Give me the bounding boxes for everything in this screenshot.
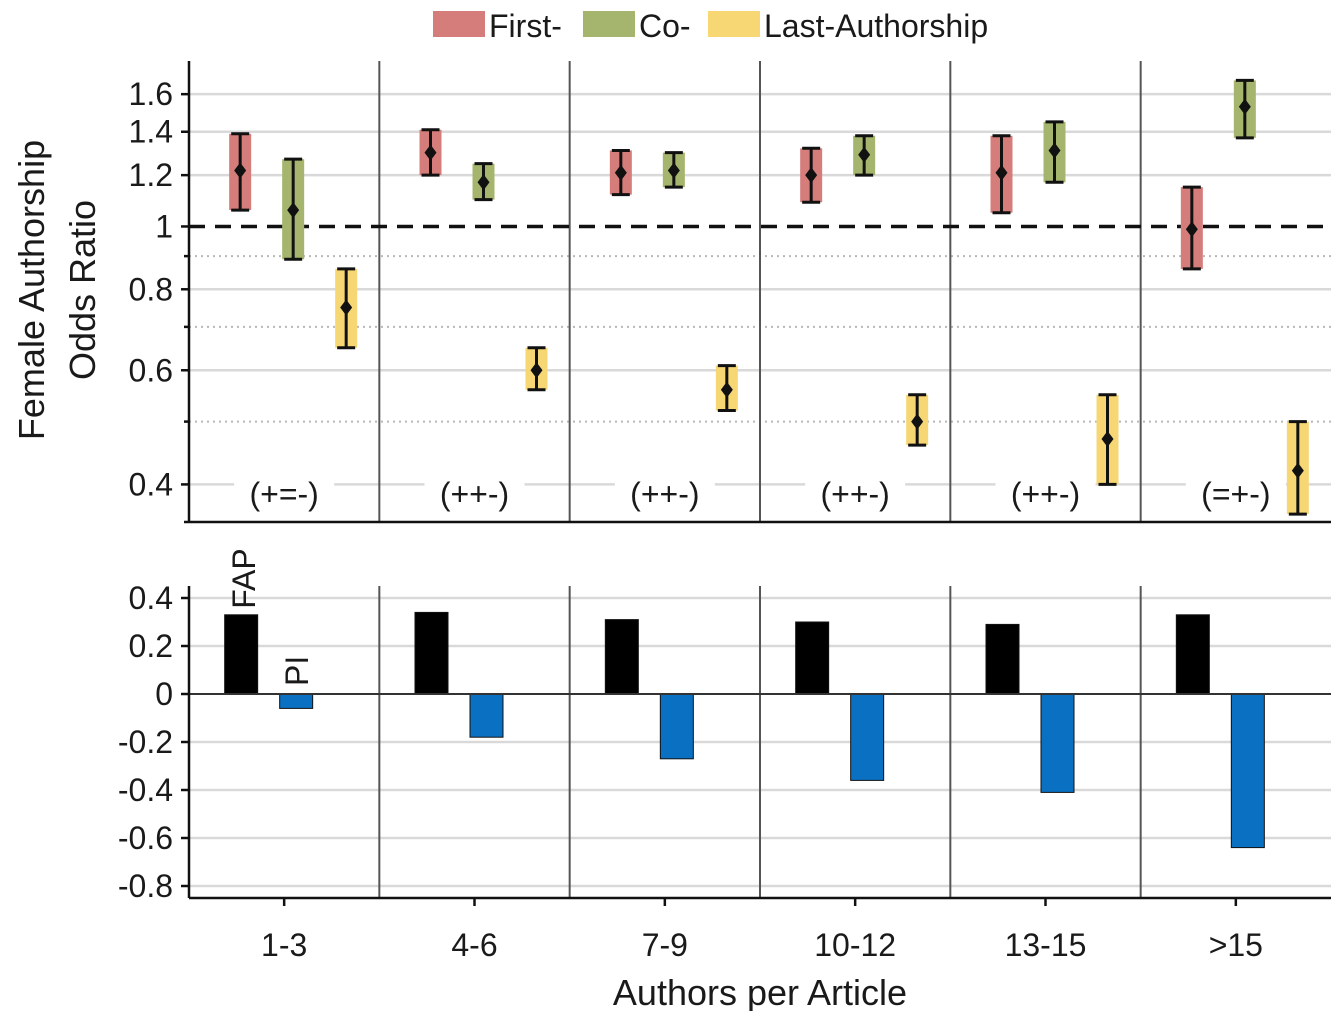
y-tick-label: -0.8 [118, 868, 173, 904]
annotation-bg [424, 472, 525, 516]
bar [1175, 614, 1210, 695]
x-tick-label: 13-15 [1005, 927, 1087, 963]
bar [1230, 693, 1265, 849]
legend: First- Co- Last-Authorship [433, 8, 988, 44]
bar [224, 614, 259, 695]
legend-swatch-1 [433, 11, 485, 37]
bar [604, 619, 639, 695]
x-tick-label: 4-6 [451, 927, 497, 963]
y-tick-label: 0.4 [129, 580, 173, 616]
estimate-marker [1185, 221, 1198, 238]
legend-label-2: Co- [639, 8, 691, 44]
y-tick-label: -0.4 [118, 772, 173, 808]
legend-label-1: First- [489, 8, 562, 44]
annotation-bg [614, 472, 715, 516]
estimate-marker [1238, 98, 1251, 115]
estimate-marker [614, 164, 627, 181]
x-axis-label: Authors per Article [613, 972, 907, 1011]
estimate-marker [477, 174, 490, 191]
estimate-marker [1048, 142, 1061, 159]
y-tick-label: -0.6 [118, 820, 173, 856]
estimate-marker [287, 202, 300, 219]
y-tick-label: 0.8 [129, 271, 173, 307]
series-label-fap: FAP [226, 548, 262, 608]
legend-swatch-2 [583, 11, 635, 37]
x-tick-label: 1-3 [261, 927, 307, 963]
x-axis: 1-3 4-6 7-9 10-12 13-15 >15 [261, 898, 1263, 963]
y-axis-label-line-1: Female Authorship [11, 140, 52, 440]
estimate-marker [234, 162, 247, 179]
y-tick-label: 1.4 [129, 114, 173, 150]
fap-pi-bar-panel: -0.8 -0.6 -0.4 -0.2 0 0.2 0.4 FAP PI [118, 548, 1331, 904]
y-tick-label: 0.2 [129, 628, 173, 664]
significance-annotation: (+=-) [249, 476, 318, 512]
estimate-marker [1291, 462, 1304, 479]
estimate-marker [667, 162, 680, 179]
y-tick-label: 1 [155, 208, 173, 244]
y-tick-label: -0.2 [118, 724, 173, 760]
x-tick-label: >15 [1209, 927, 1263, 963]
y-tick-label: 0.4 [129, 466, 173, 502]
estimate-marker [805, 167, 818, 184]
annotation-bg [805, 472, 906, 516]
estimate-marker [995, 164, 1008, 181]
significance-annotation: (++-) [440, 476, 509, 512]
odds-ratio-panel: 0.4 0.6 0.8 1 1.2 1.41.6 (+=-) (++-) (++-) (++-) (… [129, 61, 1331, 524]
bar [795, 621, 830, 695]
y-tick-label: 1.6 [129, 76, 173, 112]
y-tick-label: 1.2 [129, 157, 173, 193]
estimate-marker [424, 144, 437, 161]
estimate-marker [858, 146, 871, 163]
estimate-marker [911, 413, 924, 430]
estimate-marker [1101, 431, 1114, 448]
y-tick-label: 0 [155, 676, 173, 712]
bar [659, 693, 694, 760]
x-tick-label: 10-12 [814, 927, 896, 963]
bar [414, 611, 449, 695]
bar [469, 693, 504, 738]
y-tick-label: 0.6 [129, 352, 173, 388]
bar [985, 623, 1020, 695]
estimate-marker [720, 381, 733, 398]
significance-annotation: (++-) [820, 476, 889, 512]
bar [850, 693, 885, 781]
legend-swatch-3 [708, 11, 760, 37]
x-tick-label: 7-9 [642, 927, 688, 963]
bar [279, 693, 314, 709]
annotation-bg [1185, 472, 1286, 516]
annotation-bg [234, 472, 335, 516]
bar [1040, 693, 1075, 793]
y-axis-label-line-2: Odds Ratio [62, 200, 103, 380]
significance-annotation: (++-) [1011, 476, 1080, 512]
estimate-marker [530, 362, 543, 379]
estimate-marker [340, 299, 353, 316]
annotation-bg [995, 472, 1096, 516]
legend-label-3: Last-Authorship [764, 8, 988, 44]
significance-annotation: (=+-) [1201, 476, 1270, 512]
significance-annotation: (++-) [630, 476, 699, 512]
series-label-pi: PI [279, 656, 315, 686]
